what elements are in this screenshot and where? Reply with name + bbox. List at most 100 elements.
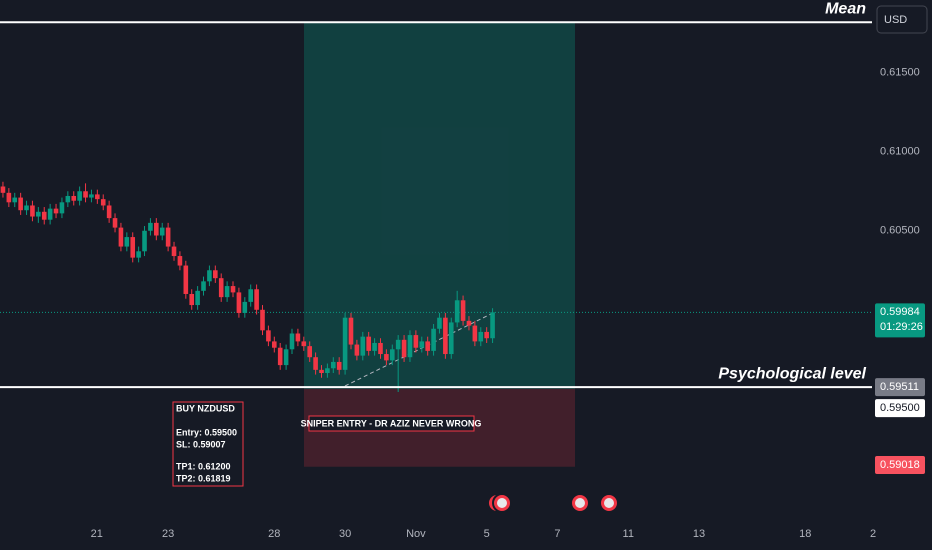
candle-body xyxy=(401,339,407,358)
candle-body xyxy=(148,222,153,231)
x-tick-label: 7 xyxy=(554,528,560,540)
note-line: TP2: 0.61819 xyxy=(176,473,231,483)
candle-body xyxy=(325,368,330,374)
candle-body xyxy=(448,322,454,355)
x-tick-label: 30 xyxy=(339,528,351,540)
candle-body xyxy=(30,205,35,217)
note-line: SL: 0.59007 xyxy=(176,439,226,449)
candle-body xyxy=(18,197,23,211)
candle-body xyxy=(277,347,283,366)
candle-body xyxy=(419,341,425,348)
price-tag xyxy=(875,455,925,474)
candle-body xyxy=(248,289,254,302)
currency-button[interactable] xyxy=(876,5,928,34)
candle-body xyxy=(213,270,218,279)
candle-body xyxy=(41,211,47,220)
candle-body xyxy=(59,202,65,214)
event-flag-inner xyxy=(575,498,585,508)
candle-body xyxy=(124,237,130,247)
event-flag-inner xyxy=(604,498,614,508)
candle-body xyxy=(189,293,195,306)
x-tick-label: 21 xyxy=(91,528,103,540)
candle-body xyxy=(330,361,336,369)
candle-body xyxy=(95,194,100,200)
candle-body xyxy=(6,192,12,203)
candle-body xyxy=(431,328,436,351)
candle-body xyxy=(218,278,224,298)
level-label: Mean xyxy=(825,1,866,18)
candle-body xyxy=(171,246,177,257)
currency: USD xyxy=(884,14,907,26)
candle-body xyxy=(118,227,124,247)
candle-body xyxy=(177,256,183,266)
candle-body xyxy=(53,208,59,214)
candle-body xyxy=(295,333,301,342)
candle-body xyxy=(348,317,354,345)
candle-body xyxy=(24,205,29,211)
candle-body xyxy=(236,292,242,313)
candle-body xyxy=(183,265,189,294)
candle-body xyxy=(83,191,88,198)
note-line: TP1: 0.61200 xyxy=(176,461,231,471)
countdown: 01:29:26 xyxy=(880,321,923,333)
candle-body xyxy=(230,286,236,293)
candle-body xyxy=(100,199,106,206)
candle-body xyxy=(201,281,206,291)
candle-body xyxy=(460,300,466,321)
candle-body xyxy=(490,312,495,339)
candle-body xyxy=(154,222,159,236)
candle-body xyxy=(224,286,230,298)
plot-area: Mean Psychological level BUY NZDUSD Entry: … xyxy=(0,1,872,513)
candle-body xyxy=(389,349,395,361)
x-tick-label: 13 xyxy=(693,528,705,540)
candle-body xyxy=(89,194,94,198)
price-tag-label: 0.59018 xyxy=(880,459,920,471)
candle-body xyxy=(142,230,147,252)
price-tag xyxy=(875,399,925,418)
candle-body xyxy=(472,325,478,342)
candle-body xyxy=(36,211,41,217)
x-tick-label: 11 xyxy=(623,528,634,540)
x-tick-label: 2 xyxy=(870,528,876,540)
candle-body xyxy=(313,357,318,370)
x-tick-label: 5 xyxy=(484,528,490,540)
candle-body xyxy=(336,361,342,370)
candle-body xyxy=(112,218,118,228)
price-tag xyxy=(875,378,925,397)
current-price-label: 0.59984 xyxy=(880,306,920,318)
candle-body xyxy=(283,349,289,366)
candle-body xyxy=(395,339,401,350)
candle-body xyxy=(47,208,53,220)
candle-body xyxy=(425,341,430,351)
note-box xyxy=(172,401,244,487)
candle-body xyxy=(319,369,324,374)
candle-body xyxy=(378,342,383,355)
candle-body xyxy=(413,335,419,348)
candle-body xyxy=(478,331,484,342)
candle-body xyxy=(289,333,295,350)
x-tick-label: Nov xyxy=(406,528,426,540)
candle-body xyxy=(372,342,377,351)
price-tag-label: 0.59511 xyxy=(880,381,919,393)
y-tick-label: 0.60500 xyxy=(880,225,920,237)
candle-body xyxy=(354,344,360,356)
price-axis: USD0.615000.610000.605000.600000.5998401… xyxy=(872,0,932,550)
x-tick-label: 28 xyxy=(268,528,280,540)
candle-body xyxy=(207,270,212,282)
note-line: Entry: 0.59500 xyxy=(176,427,237,437)
candle-body xyxy=(307,346,312,358)
candle-body xyxy=(130,237,136,258)
candle-body xyxy=(260,309,265,331)
candle-body xyxy=(484,331,489,339)
candle-body xyxy=(165,227,171,247)
candle-body xyxy=(254,289,259,310)
candle-body xyxy=(71,195,77,201)
trade-note: BUY NZDUSD Entry: 0.59500 SL: 0.59007 TP1: … xyxy=(172,401,244,487)
candle-body xyxy=(77,191,82,201)
candle-body xyxy=(195,290,200,306)
current-price-tag xyxy=(875,303,925,338)
candle-body xyxy=(384,354,389,361)
candle-body xyxy=(106,205,112,219)
candle-body xyxy=(136,251,141,258)
